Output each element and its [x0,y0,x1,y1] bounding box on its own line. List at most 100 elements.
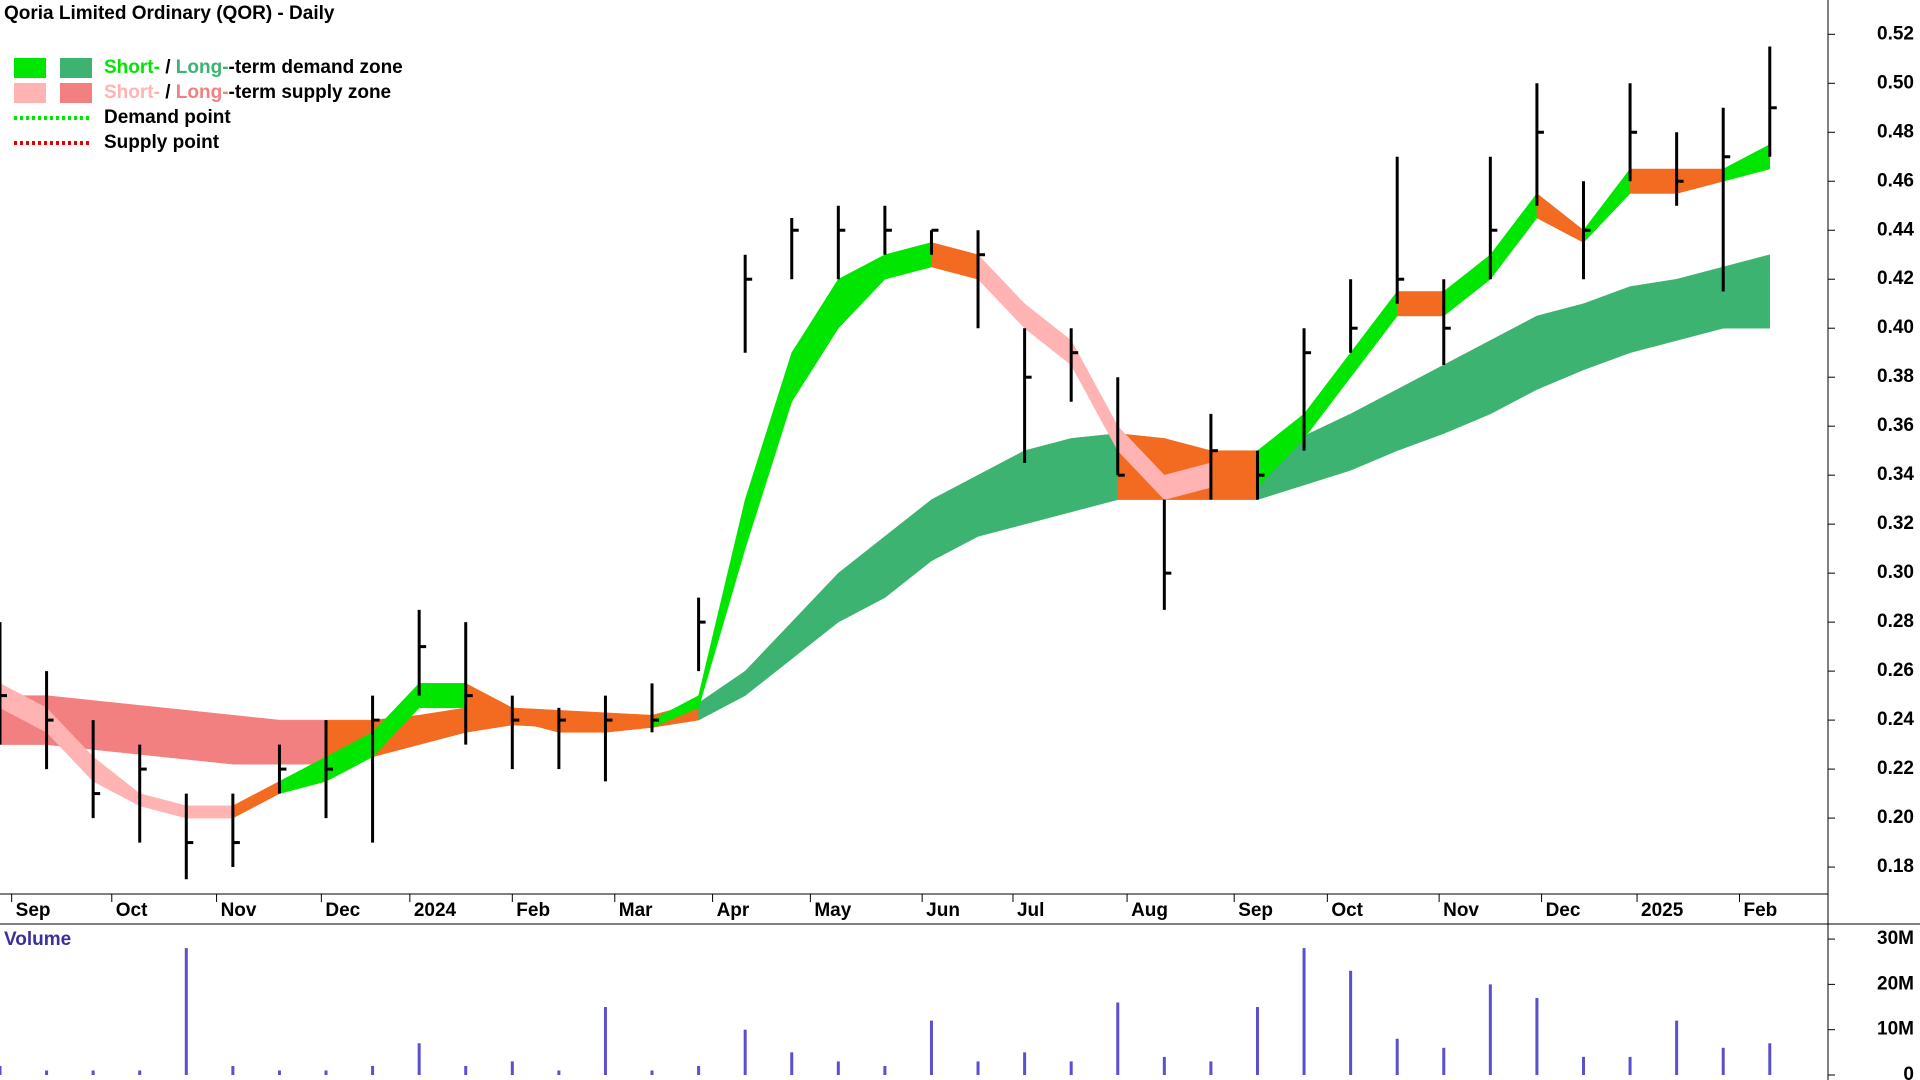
long-term-zone [279,719,327,765]
volume-bar [790,1052,794,1075]
long-term-zone [1722,254,1771,329]
short-term-zone [558,719,606,733]
volume-bar [464,1065,468,1075]
y-tick-label: 0 [1903,1064,1914,1080]
legend-text: / [160,57,176,78]
volume-bar [603,1007,607,1075]
x-tick-label: Apr [717,900,750,921]
y-tick-label: 0.40 [1877,317,1914,338]
legend-text: Short- [104,57,160,78]
volume-bar [231,1065,235,1075]
y-tick-label: 0.30 [1877,562,1914,583]
y-tick-label: 0.26 [1877,660,1914,681]
x-tick-label: May [814,900,851,921]
volume-bar [45,1070,49,1075]
legend-text: Long- [176,82,229,103]
y-tick-label: 0.20 [1877,807,1914,828]
y-tick-label: 0.48 [1877,121,1914,142]
short-term-zone [186,805,234,819]
x-tick-label: Nov [221,900,257,921]
x-tick-label: 2024 [414,900,457,921]
legend-swatch [14,58,46,78]
volume-bar [836,1061,840,1075]
y-tick-label: 0.34 [1877,464,1914,485]
x-tick-label: Mar [619,900,653,921]
legend-swatch [14,83,46,103]
volume-bar [1255,1007,1259,1075]
volume-bar [1488,984,1492,1075]
legend-text: / [160,82,176,103]
long-term-zone [1024,438,1072,525]
x-tick-label: Sep [1238,900,1273,921]
volume-bar [1628,1056,1632,1075]
x-tick-label: Dec [325,900,360,921]
long-term-zone [1070,433,1119,513]
long-term-zone [186,710,234,765]
volume-bar [1069,1061,1073,1075]
y-tick-label: 0.24 [1877,709,1914,730]
x-tick-label: Sep [16,900,51,921]
y-tick-label: 0.32 [1877,513,1914,534]
long-term-zone [1676,266,1724,341]
volume-bar [697,1065,701,1075]
y-tick-label: 30M [1877,928,1914,949]
y-tick-label: 0.46 [1877,170,1914,191]
y-tick-label: 0.18 [1877,856,1914,877]
volume-bar [371,1065,375,1075]
legend-text: Long- [176,57,229,78]
volume-bar [1209,1061,1213,1075]
volume-bar [1581,1056,1585,1075]
y-tick-label: 0.44 [1877,219,1914,240]
x-tick-label: Jun [926,900,960,921]
y-tick-label: 0.38 [1877,366,1914,387]
volume-title: Volume [4,929,71,950]
volume-bar [277,1070,281,1075]
x-tick-label: Oct [116,900,148,921]
volume-bar [1535,997,1539,1075]
legend-text: Short- [104,82,160,103]
volume-bar [743,1029,747,1075]
volume-bar [1349,970,1353,1075]
long-term-zone [92,700,140,755]
legend-text: -term demand zone [229,57,403,78]
volume-bar [1302,948,1306,1075]
volume-bar [1395,1038,1399,1075]
short-term-zone [418,683,466,709]
x-tick-label: Jul [1017,900,1044,921]
legend-swatch [60,83,92,103]
legend-label: Supply point [104,132,220,153]
volume-bar [1768,1043,1772,1075]
volume-bar [1675,1020,1679,1075]
legend-swatch [60,58,92,78]
x-tick-label: Oct [1331,900,1363,921]
volume-bar [417,1043,421,1075]
x-tick-label: Dec [1546,900,1581,921]
volume-bar [1442,1047,1446,1075]
long-term-zone [1629,278,1677,354]
y-tick-label: 0.52 [1877,23,1914,44]
legend-label: Demand point [104,107,231,128]
y-tick-label: 0.28 [1877,611,1914,632]
volume-bar [1023,1052,1027,1075]
long-term-zone [139,705,187,760]
volume-bar [929,1020,933,1075]
y-tick-label: 0.50 [1877,72,1914,93]
volume-bar [883,1065,887,1075]
volume-bar [650,1070,654,1075]
short-term-zone [1396,291,1445,317]
volume-bar [557,1070,561,1075]
y-tick-label: 20M [1877,973,1914,994]
volume-bar [324,1070,328,1075]
legend-label: Short- / Long--term supply zone [104,82,391,103]
x-tick-label: 2025 [1641,900,1684,921]
long-term-zone [232,714,280,765]
volume-bar [1162,1056,1166,1075]
volume-bar [184,948,188,1075]
volume-bar [138,1070,142,1075]
volume-bar [1721,1047,1725,1075]
chart-title: Qoria Limited Ordinary (QOR) - Daily [4,3,335,24]
y-tick-label: 10M [1877,1019,1914,1040]
legend-label: Short- / Long--term demand zone [104,57,403,78]
